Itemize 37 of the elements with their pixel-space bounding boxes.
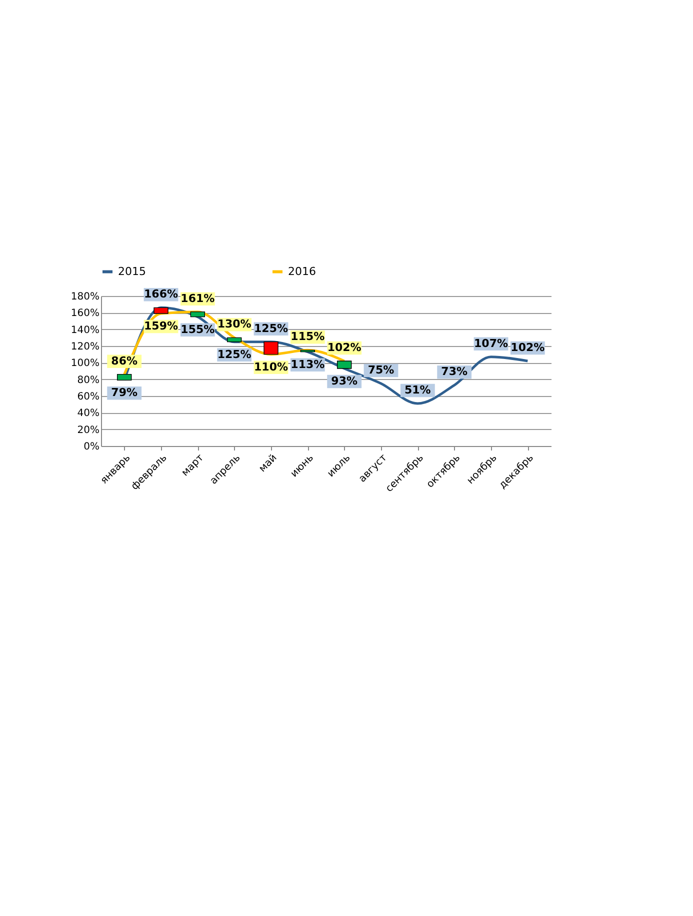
data-label: 113% <box>290 358 325 371</box>
data-label: 125% <box>254 322 288 335</box>
data-label: 159% <box>144 320 178 332</box>
bar <box>190 311 206 318</box>
data-label: 93% <box>331 374 358 388</box>
data-label: 161% <box>180 292 215 305</box>
y-tick-label: 60% <box>77 392 100 402</box>
bar <box>154 307 168 314</box>
data-label: 115% <box>290 330 325 344</box>
data-label: 107% <box>474 336 508 350</box>
data-label: 102% <box>327 341 362 354</box>
y-tick-label: 20% <box>77 424 100 436</box>
y-tick-label: 120% <box>70 342 100 352</box>
y-tick-label: 80% <box>77 374 100 386</box>
data-label: 130% <box>217 318 252 331</box>
data-label: 102% <box>510 341 545 354</box>
legend-label: 2015 <box>118 264 146 278</box>
data-label: 86% <box>111 354 138 368</box>
y-tick-label: 0% <box>84 442 100 452</box>
bar <box>116 374 132 381</box>
y-tick-label: 100% <box>70 358 100 370</box>
data-label: 51% <box>404 384 431 396</box>
bar <box>336 360 352 369</box>
y-tick-label: 180% <box>70 292 100 302</box>
data-label: 73% <box>441 365 468 378</box>
y-tick-label: 140% <box>70 324 100 336</box>
data-label: 75% <box>368 364 394 376</box>
data-label: 166% <box>144 288 178 301</box>
data-label: 125% <box>217 348 252 361</box>
bar <box>264 341 278 355</box>
data-label: 79% <box>111 386 138 400</box>
y-tick-label: 40% <box>77 408 100 420</box>
bar <box>226 337 242 342</box>
data-label: 110% <box>254 360 288 374</box>
y-tick-label: 160% <box>70 308 100 320</box>
data-label: 155% <box>180 322 215 336</box>
legend-label: 2016 <box>288 264 316 278</box>
